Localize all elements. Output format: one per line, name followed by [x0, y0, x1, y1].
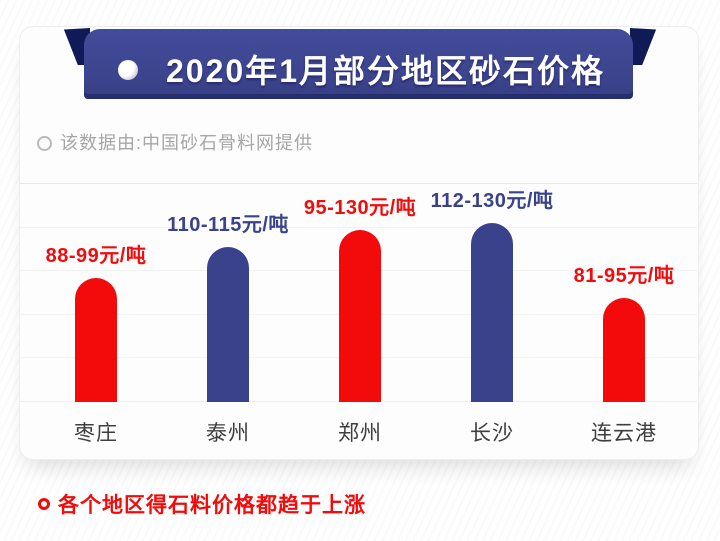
value-label: 81-95元/吨 [573, 265, 675, 287]
value-label: 112-130元/吨 [430, 190, 554, 212]
bar [471, 223, 513, 402]
header-divider [20, 183, 697, 184]
value-label: 110-115元/吨 [167, 214, 289, 236]
bar-chart: 88-99元/吨 110-115元/吨 95-130元/吨 112-130元/吨 81-… [30, 188, 690, 402]
category-label: 长沙 [470, 422, 514, 445]
footer-note: 各个地区得石料价格都趋于上涨 [58, 494, 366, 517]
ring-bullet-icon [38, 498, 50, 510]
bar-column: 81-95元/吨 [558, 188, 690, 402]
value-label: 95-130元/吨 [303, 197, 417, 219]
bar [207, 247, 249, 402]
bar-column: 112-130元/吨 [426, 188, 558, 402]
value-label: 88-99元/吨 [45, 245, 147, 267]
category-label: 泰州 [206, 422, 250, 445]
source-note: 该数据由:中国砂石骨料网提供 [60, 133, 313, 153]
gridline [20, 227, 697, 228]
bar-column: 95-130元/吨 [294, 188, 426, 402]
bar-column: 88-99元/吨 [30, 188, 162, 402]
bar-column: 110-115元/吨 [162, 188, 294, 402]
bar [339, 230, 381, 402]
sphere-bullet-icon [118, 60, 138, 80]
title-banner [84, 29, 633, 99]
category-axis: 枣庄 泰州 郑州 长沙 连云港 [30, 417, 690, 447]
category-label: 枣庄 [74, 422, 118, 445]
category-label: 连云港 [591, 422, 657, 445]
category-label: 郑州 [338, 422, 382, 445]
bar [603, 298, 645, 402]
ring-bullet-icon [37, 136, 52, 151]
page-title: 2020年1月部分地区砂石价格 [166, 53, 605, 89]
bar [75, 278, 117, 402]
